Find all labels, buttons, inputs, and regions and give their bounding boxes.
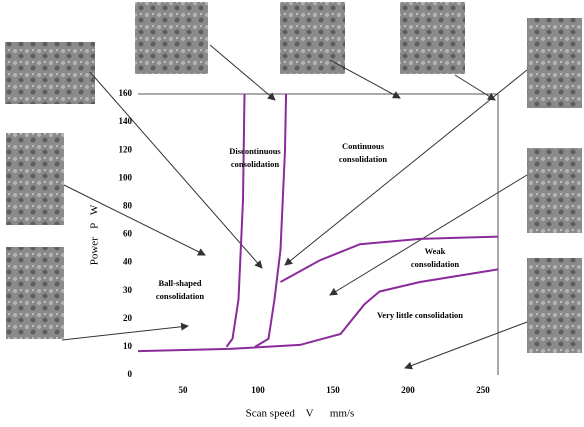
micrographs [5,2,582,353]
region-label: Very little consolidation [377,310,463,320]
boundary-line [255,94,286,347]
region-label: Discontinuous [229,146,281,156]
y-tick-label: 120 [119,144,133,154]
x-tick-label: 100 [251,385,265,395]
frame [138,94,498,375]
boundary-line [227,94,245,347]
y-tick-label: 80 [123,200,133,210]
x-tick-label: 150 [326,385,340,395]
region-label: consolidation [411,259,459,269]
region-label: consolidation [231,159,279,169]
y-axis-label: Power P W [89,204,101,265]
y-tick-label: 30 [123,285,133,295]
region-label: Ball-shaped [159,278,202,288]
region-label: Continuous [342,141,385,151]
y-tick-label: 0 [128,369,133,379]
region-label: consolidation [156,291,204,301]
region-label: consolidation [339,154,387,164]
y-tick-label: 20 [123,313,133,323]
y-tick-label: 60 [123,229,133,239]
y-tick-label: 40 [123,257,133,267]
x-tick-label: 250 [476,385,490,395]
y-tick-label: 140 [119,116,133,126]
y-tick-label: 160 [119,88,133,98]
x-tick-label: 50 [179,385,189,395]
y-tick-label: 10 [123,341,133,351]
x-tick-label: 200 [401,385,415,395]
chart: Power P W Scan speed V mm/s 0 10 20 30 40 60 8… [0,0,584,427]
y-tick-label: 100 [119,172,133,182]
region-label: Weak [425,246,446,256]
x-axis-label: Scan speed V mm/s [246,408,355,420]
